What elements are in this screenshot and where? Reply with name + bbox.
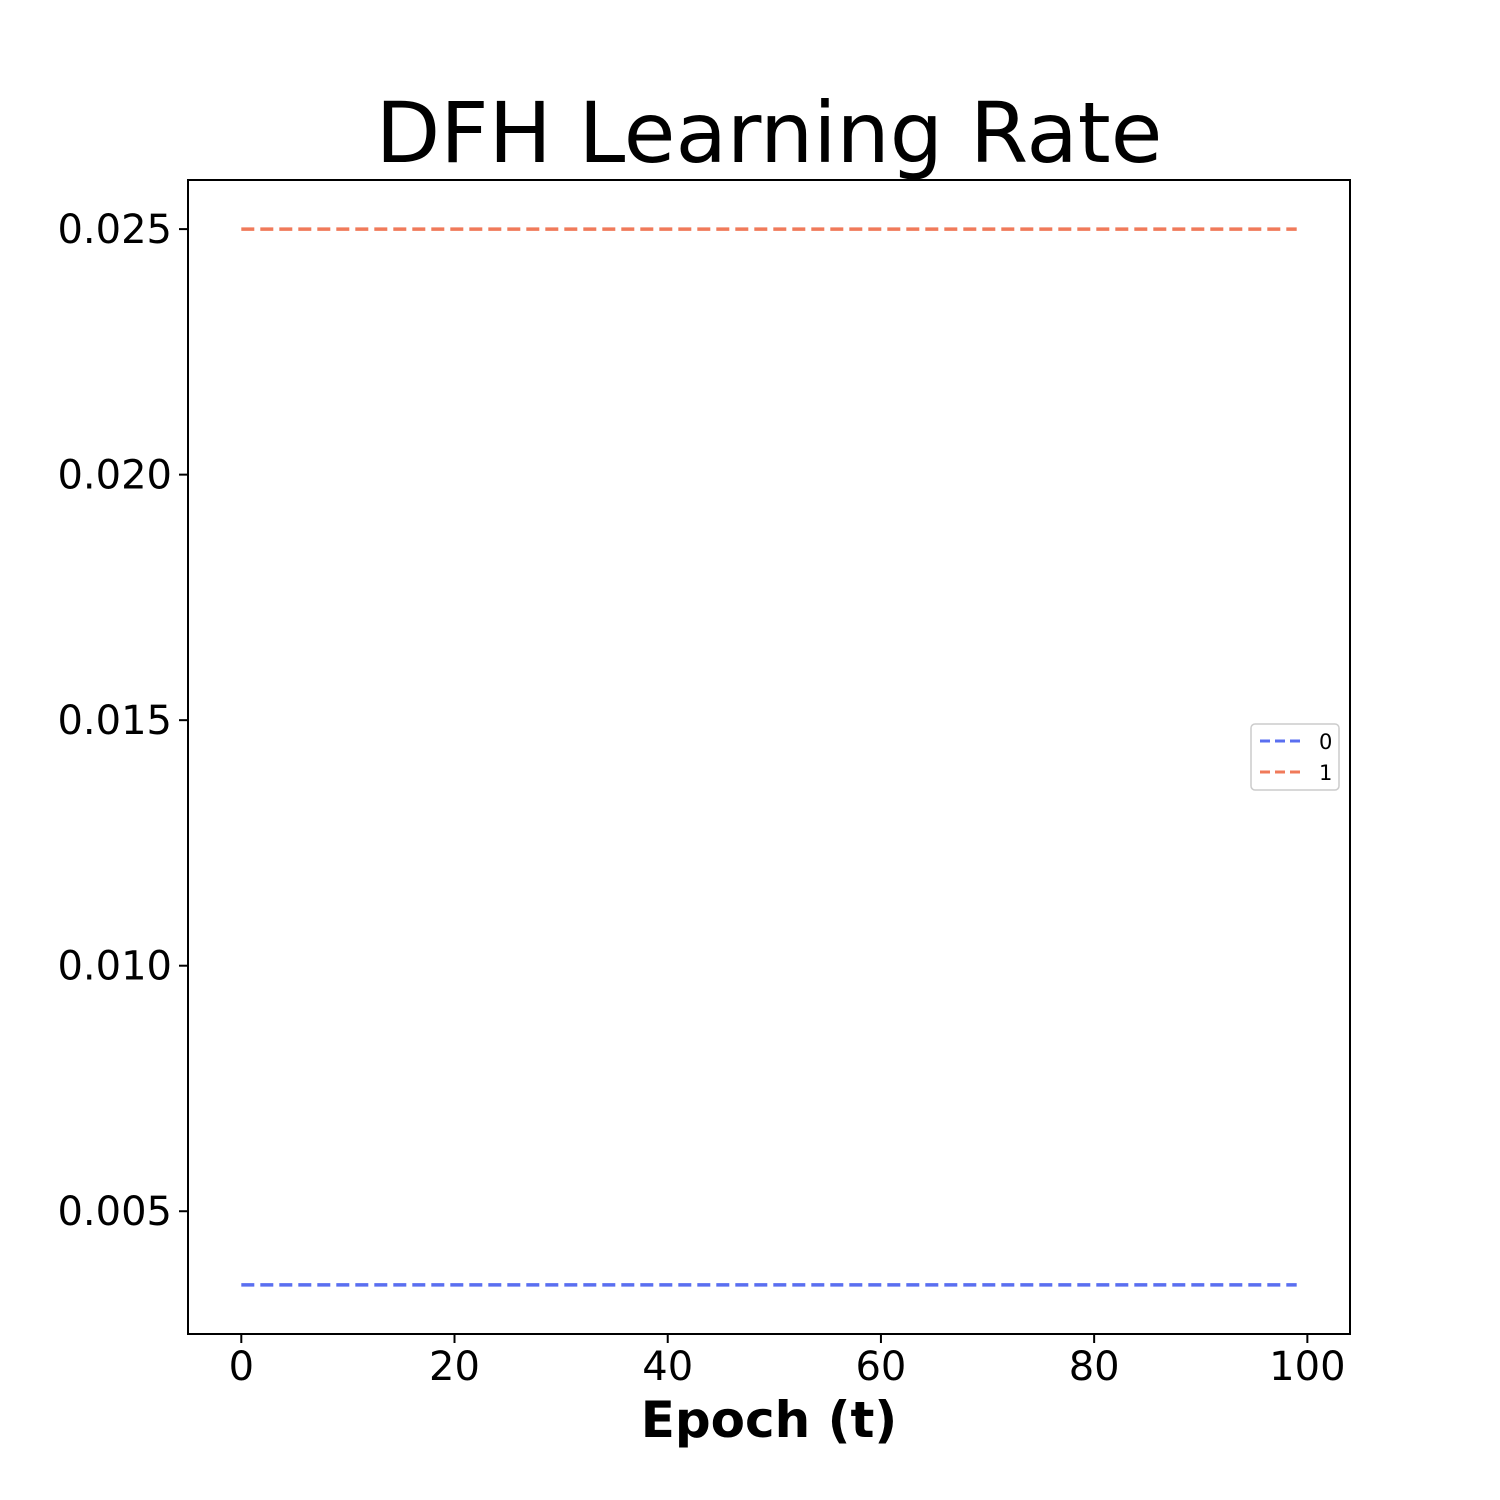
plot-area: [187, 179, 1351, 1335]
plot-frame: [187, 179, 1351, 1335]
y-tick-label: 0.005: [57, 1189, 172, 1235]
legend-label-0: 0: [1319, 730, 1332, 754]
legend-label-1: 1: [1319, 761, 1332, 785]
x-tick-label: 40: [642, 1344, 693, 1390]
series-layer: [241, 227, 1297, 1287]
legend: 01: [1250, 723, 1340, 791]
chart-title: DFH Learning Rate: [376, 84, 1163, 182]
x-tick-label: 100: [1269, 1344, 1345, 1390]
x-tick-label: 0: [229, 1344, 254, 1390]
y-axis: 0.005 0.010 0.015 0.020 0.025: [57, 207, 188, 1235]
legend-box: [1250, 723, 1340, 791]
x-tick-label: 80: [1069, 1344, 1120, 1390]
x-tick-label: 20: [429, 1344, 480, 1390]
y-tick-label: 0.020: [57, 453, 172, 499]
y-tick-label: 0.025: [57, 207, 172, 253]
y-tick-label: 0.015: [57, 698, 172, 744]
x-axis-label: Epoch (t): [641, 1391, 898, 1449]
x-tick-label: 60: [855, 1344, 906, 1390]
y-tick-label: 0.010: [57, 944, 172, 990]
x-axis: 0 20 40 60 80 100: [229, 1334, 1346, 1390]
